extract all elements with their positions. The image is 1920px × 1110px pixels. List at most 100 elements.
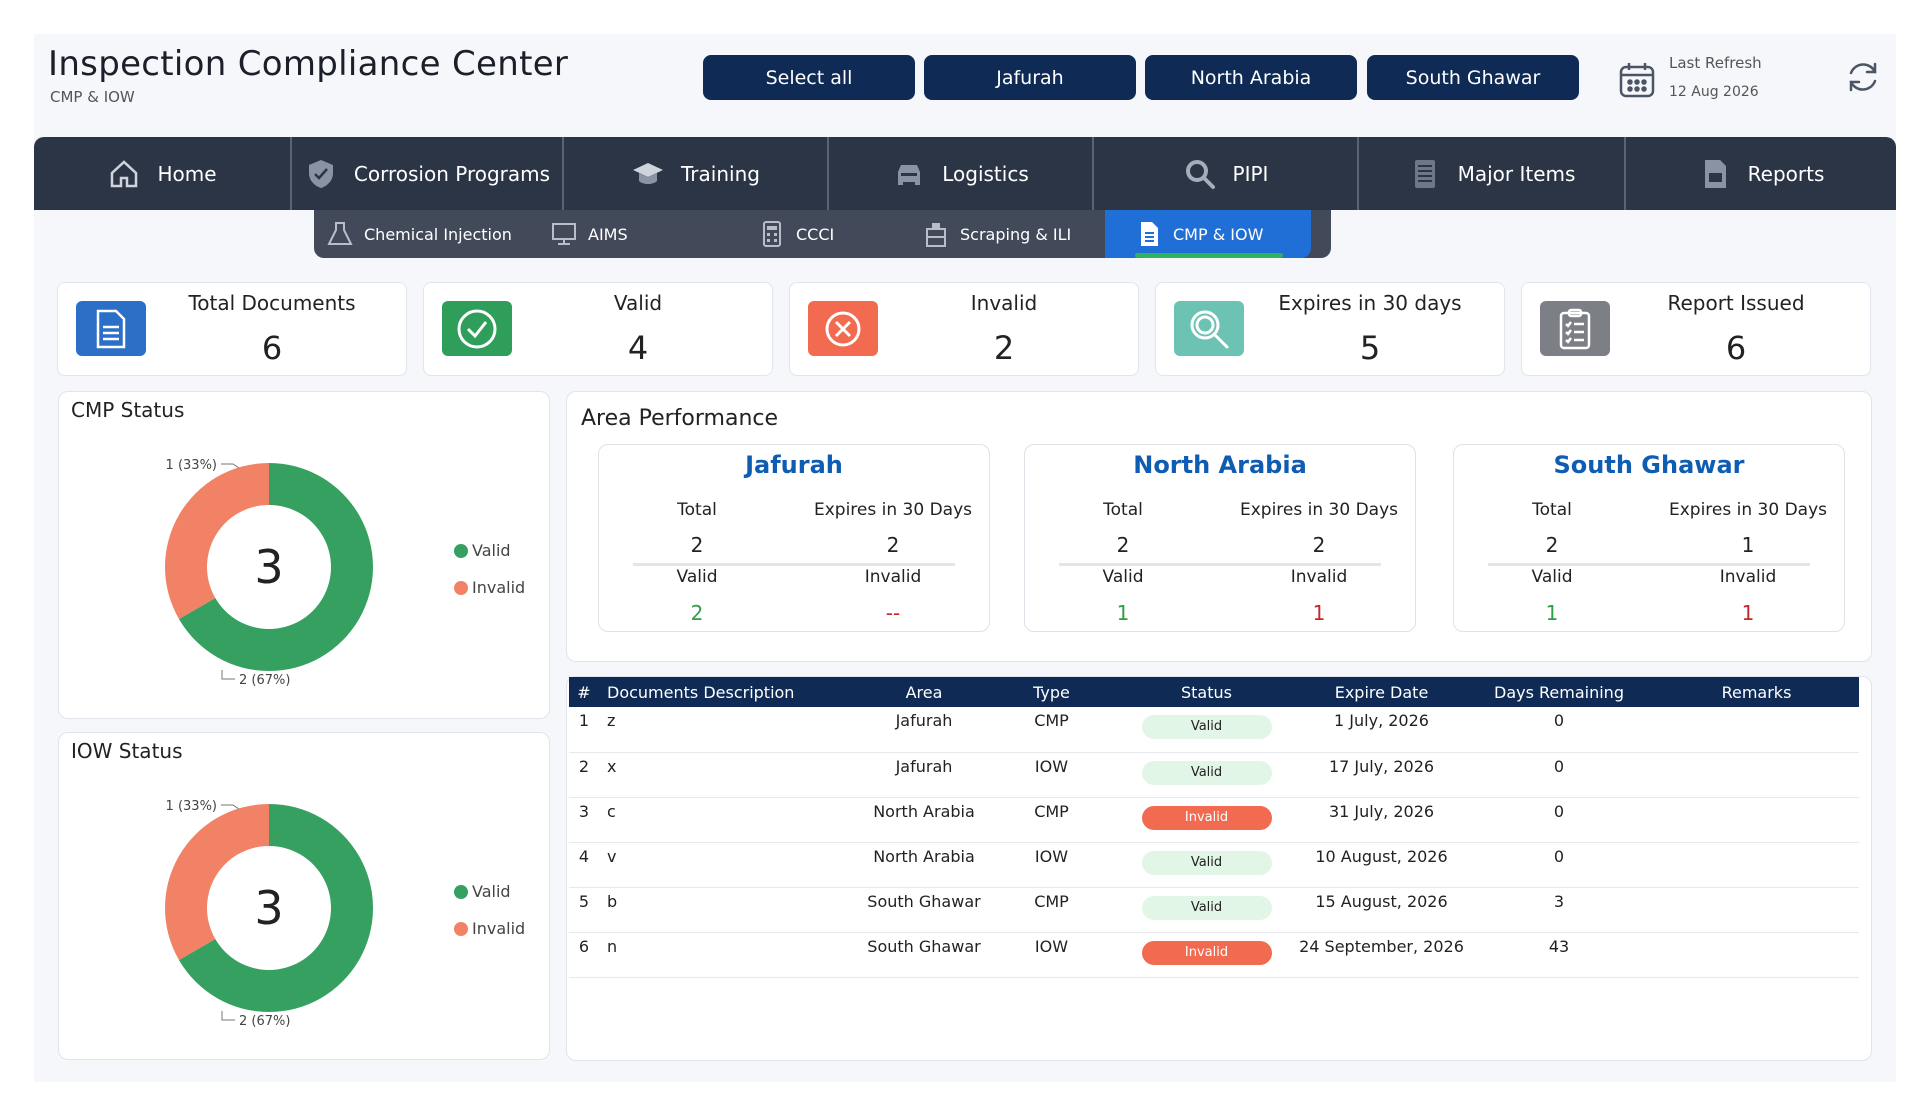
status-badge: Valid — [1141, 760, 1272, 785]
nav-pipi-label: PIPI — [1232, 161, 1269, 186]
invalid-value: 1 — [1741, 601, 1755, 625]
subnav-ccci[interactable]: CCCI — [738, 210, 910, 258]
expires-value: 1 — [1741, 533, 1755, 557]
nav-home[interactable]: Home — [34, 137, 292, 210]
cell-description: b — [607, 891, 618, 911]
nav-corrosion-programs[interactable]: Corrosion Programs — [292, 137, 564, 210]
nav-major-items[interactable]: Major Items — [1359, 137, 1626, 210]
check-circle-icon — [442, 301, 512, 356]
table-row[interactable]: 5 b South Ghawar CMP Valid 15 August, 2026 3 — [569, 887, 1859, 932]
cell-type: IOW — [1034, 846, 1069, 866]
valid-label: Valid — [676, 567, 718, 587]
kpi-label: Expires in 30 days — [1278, 291, 1462, 315]
select-all-button[interactable]: Select all — [703, 55, 915, 100]
data-label-valid: 2 (67%) — [239, 1014, 290, 1029]
page-title: Inspection Compliance Center — [48, 44, 569, 84]
col-header-area: Area — [905, 682, 943, 702]
south-ghawar-filter-button[interactable]: South Ghawar — [1367, 55, 1579, 100]
cell-area: South Ghawar — [867, 891, 981, 911]
cell-status: Invalid — [1114, 932, 1299, 977]
table-row[interactable]: 3 c North Arabia CMP Invalid 31 July, 2026 0 — [569, 797, 1859, 842]
area-performance-panel: Area Performance Jafurah Total Expires i… — [566, 391, 1872, 662]
status-badge: Invalid — [1141, 940, 1272, 965]
iow-status-donut-chart: 3 1 (33%) 2 (67%) — [165, 799, 373, 1029]
cell-days-remaining: 0 — [1553, 846, 1565, 866]
subnav-scraping-ili[interactable]: Scraping & ILI — [910, 210, 1105, 258]
cell-status: Valid — [1114, 842, 1299, 887]
cell-days-remaining: 43 — [1548, 936, 1570, 956]
nav-reports[interactable]: Reports — [1626, 137, 1896, 210]
cell-remarks — [1654, 932, 1859, 977]
cell-number: 5 — [578, 891, 590, 911]
nav-training[interactable]: Training — [564, 137, 829, 210]
subnav-aims[interactable]: AIMS — [534, 210, 738, 258]
monitor-icon — [552, 223, 576, 245]
home-icon — [111, 159, 138, 187]
table-row[interactable]: 4 v North Arabia IOW Valid 10 August, 2026 0 — [569, 842, 1859, 887]
status-badge: Valid — [1141, 895, 1272, 920]
table-row[interactable]: 2 x Jafurah IOW Valid 17 July, 2026 0 — [569, 752, 1859, 797]
data-label-valid: 2 (67%) — [239, 673, 290, 688]
table-header-row: # Documents Description Area Type Status… — [569, 677, 1859, 707]
expires-value: 2 — [886, 533, 900, 557]
subnav-scraping-label: Scraping & ILI — [960, 224, 1072, 244]
legend-label: Invalid — [472, 578, 526, 597]
nav-logistics[interactable]: Logistics — [829, 137, 1094, 210]
cell-status: Valid — [1114, 752, 1299, 797]
iow-status-title: IOW Status — [71, 739, 183, 763]
cell-area: South Ghawar — [867, 936, 981, 956]
iow-status-panel: IOW Status 3 1 (33%) 2 (67%) Valid Invalid — [58, 732, 550, 1060]
kpi-value: 4 — [627, 329, 649, 367]
area-card-jafurah: Jafurah Total Expires in 30 Days 2 2 Val… — [598, 444, 990, 632]
sub-nav: Chemical Injection AIMS CCCI Scraping & … — [314, 210, 1331, 258]
legend-item-invalid: Invalid — [454, 910, 525, 947]
valid-value: 2 — [690, 601, 704, 625]
valid-label: Valid — [1531, 567, 1573, 587]
kpi-valid: Valid 4 — [423, 282, 773, 376]
main-nav: Home Corrosion Programs Training Logisti… — [34, 137, 1896, 210]
refresh-icon[interactable] — [1844, 58, 1882, 96]
cell-number: 4 — [578, 846, 590, 866]
cell-expire-date: 1 July, 2026 — [1334, 711, 1429, 730]
nav-home-label: Home — [157, 161, 217, 186]
expires-label: Expires in 30 Days — [1668, 500, 1827, 520]
clipboard-icon — [1540, 301, 1610, 356]
cell-number: 3 — [578, 801, 590, 821]
total-value: 2 — [1116, 533, 1130, 557]
leader-line-invalid — [221, 463, 240, 469]
cell-description: n — [607, 936, 618, 956]
donut-slice-invalid[interactable] — [165, 463, 269, 619]
subnav-cmp-iow[interactable]: CMP & IOW — [1105, 210, 1311, 258]
nav-major-items-label: Major Items — [1457, 161, 1576, 186]
total-value: 2 — [690, 533, 704, 557]
col-header-number: # — [577, 682, 591, 702]
kpi-invalid: Invalid 2 — [789, 282, 1139, 376]
cell-expire-date: 15 August, 2026 — [1315, 891, 1448, 911]
cell-number: 2 — [578, 756, 590, 776]
status-badge: Valid — [1141, 715, 1272, 739]
jafurah-filter-button[interactable]: Jafurah — [924, 55, 1136, 100]
cell-description: z — [607, 711, 616, 730]
valid-value: 1 — [1116, 601, 1130, 625]
kpi-report-issued: Report Issued 6 — [1521, 282, 1871, 376]
subnav-chemical-injection[interactable]: Chemical Injection — [314, 210, 534, 258]
cell-days-remaining: 3 — [1553, 891, 1565, 911]
data-label-invalid: 1 (33%) — [166, 458, 217, 473]
donut-slice-valid[interactable] — [178, 463, 373, 671]
area-card-north-arabia: North Arabia Total Expires in 30 Days 2 … — [1024, 444, 1416, 632]
north-arabia-filter-button[interactable]: North Arabia — [1145, 55, 1357, 100]
donut-slice-valid[interactable] — [178, 804, 373, 1012]
cell-status: Invalid — [1114, 797, 1299, 842]
col-header-type: Type — [1033, 682, 1070, 702]
cell-days-remaining: 0 — [1553, 756, 1565, 776]
kpi-value: 6 — [1725, 329, 1747, 367]
table-row[interactable]: 6 n South Ghawar IOW Invalid 24 September, 20… — [569, 932, 1859, 977]
donut-slice-invalid[interactable] — [165, 804, 269, 960]
expires-label: Expires in 30 Days — [1239, 500, 1398, 520]
cmp-status-legend: Valid Invalid — [454, 532, 525, 606]
page-subtitle: CMP & IOW — [50, 88, 135, 106]
legend-label: Valid — [472, 882, 511, 901]
nav-pipi[interactable]: PIPI — [1094, 137, 1359, 210]
table-row[interactable]: 1 z Jafurah CMP Valid 1 July, 2026 0 — [569, 707, 1859, 752]
valid-value: 1 — [1545, 601, 1559, 625]
